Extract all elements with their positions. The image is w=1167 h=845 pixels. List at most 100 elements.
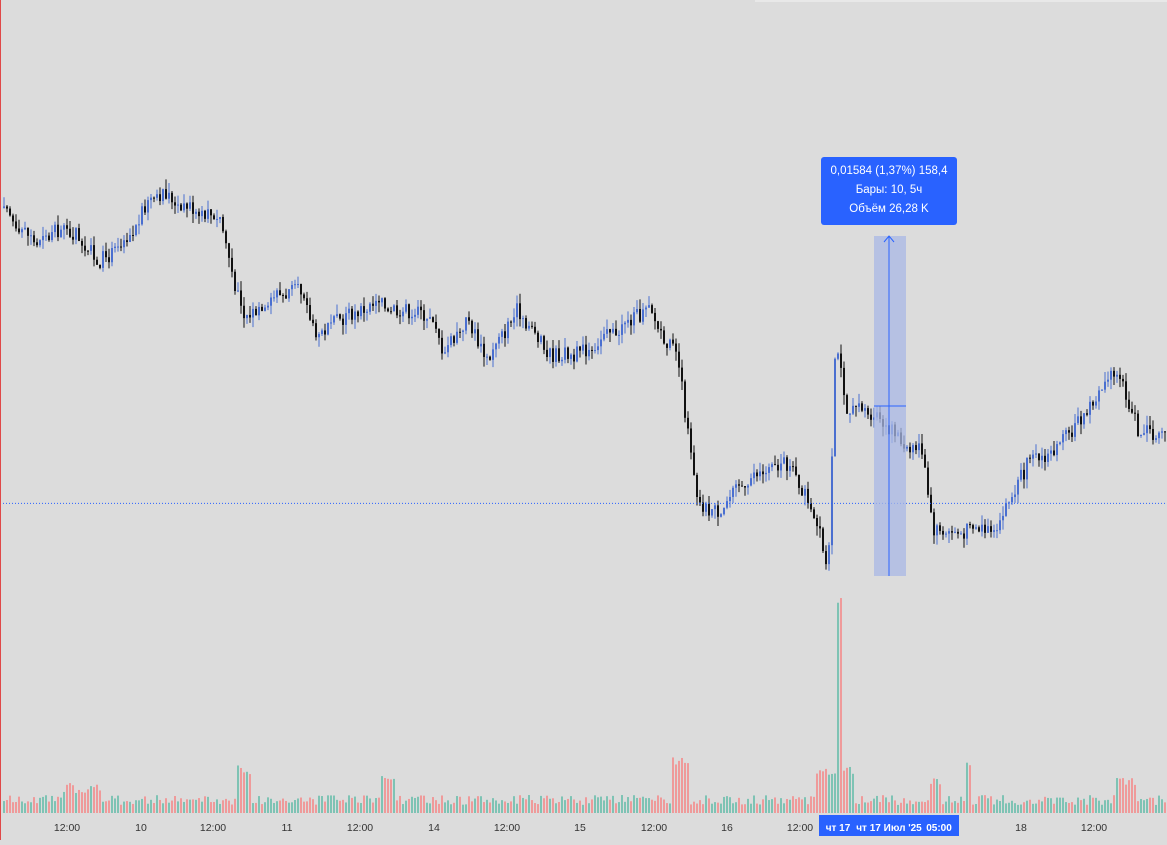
candle: [555, 345, 557, 367]
candle: [696, 472, 698, 506]
candle: [315, 319, 317, 341]
measure-change: 0,01584 (1,37%) 158,4: [830, 165, 948, 177]
volume-bar: [1038, 799, 1040, 813]
candle: [129, 228, 131, 243]
volume-bar: [192, 799, 194, 813]
candle: [930, 487, 932, 514]
candle: [498, 333, 500, 349]
candle: [597, 338, 599, 355]
candle: [459, 328, 461, 338]
candle: [342, 314, 344, 335]
volume-bar: [1125, 784, 1127, 813]
candle: [798, 474, 800, 495]
volume-bar: [801, 799, 803, 813]
candle: [249, 305, 251, 323]
volume-bar: [879, 802, 881, 813]
volume-bar: [660, 797, 662, 813]
volume-bar: [1140, 798, 1142, 813]
volume-bar: [834, 773, 836, 813]
volume-bar: [414, 797, 416, 813]
candle: [105, 242, 107, 262]
candle: [861, 401, 863, 413]
volume-bar: [12, 802, 14, 813]
volume-bar: [618, 802, 620, 813]
volume-bar: [945, 801, 947, 813]
volume-bar: [843, 770, 845, 813]
volume-bar: [162, 803, 164, 813]
volume-bar: [114, 798, 116, 813]
volume-bar: [477, 796, 479, 813]
candle: [51, 225, 53, 243]
candle: [585, 335, 587, 365]
candle: [513, 308, 515, 330]
candle: [471, 319, 473, 338]
candle: [645, 305, 647, 317]
candle: [1053, 441, 1055, 457]
candle: [750, 473, 752, 487]
volume-bar: [1074, 804, 1076, 813]
candle: [321, 328, 323, 336]
candle: [1146, 415, 1148, 442]
candle: [987, 518, 989, 533]
volume-bar: [513, 796, 515, 813]
candle: [84, 236, 86, 257]
candle: [390, 306, 392, 315]
volume-bar: [708, 798, 710, 813]
candle: [1098, 386, 1100, 410]
measure-bars: Бары: 10, 5ч: [855, 184, 923, 196]
candle: [519, 293, 521, 327]
candle: [927, 461, 929, 498]
measure-tool: [874, 235, 906, 576]
volume-bar: [78, 789, 80, 813]
candle: [1104, 371, 1106, 393]
candle: [183, 194, 185, 213]
volume-bar: [171, 800, 173, 813]
volume-bar: [657, 795, 659, 813]
volume-bar: [921, 801, 923, 813]
volume-bar: [234, 798, 236, 813]
candle: [429, 308, 431, 320]
volume-bar: [840, 598, 842, 813]
time-tick-label: 12:00: [1081, 822, 1107, 834]
volume-bar: [324, 801, 326, 813]
candle: [1143, 424, 1145, 436]
candle: [936, 523, 938, 545]
candle: [450, 333, 452, 348]
volume-bar: [297, 798, 299, 813]
candle: [306, 291, 308, 314]
volume-bar: [6, 799, 8, 813]
volume-bar: [42, 796, 44, 813]
volume-bar: [975, 804, 977, 813]
volume-bar: [498, 803, 500, 813]
candle: [1140, 434, 1142, 438]
candle: [792, 461, 794, 472]
volume-bar: [822, 771, 824, 813]
candle: [294, 279, 296, 289]
volume-bar: [564, 800, 566, 813]
volume-bar: [672, 757, 674, 813]
candle: [1074, 413, 1076, 442]
measure-arrowhead: [883, 235, 895, 243]
volume-bar: [366, 795, 368, 813]
volume-bar: [951, 802, 953, 813]
candle: [768, 463, 770, 481]
volume-bar: [432, 797, 434, 813]
volume-bar: [918, 801, 920, 813]
volume-bar: [675, 764, 677, 813]
volume-bar: [852, 773, 854, 813]
volume-bar: [870, 801, 872, 813]
candle: [807, 481, 809, 509]
volume-bar: [999, 800, 1001, 813]
volume-bar: [807, 804, 809, 813]
highlight-time-label: чт 17: [826, 823, 851, 834]
volume-bar: [846, 767, 848, 813]
volume-bar: [612, 795, 614, 813]
candle: [1137, 410, 1139, 438]
volume-bar: [150, 799, 152, 813]
volume-bar: [1104, 800, 1106, 813]
volume-bar: [372, 802, 374, 813]
candle: [738, 479, 740, 493]
volume-bar: [315, 804, 317, 813]
